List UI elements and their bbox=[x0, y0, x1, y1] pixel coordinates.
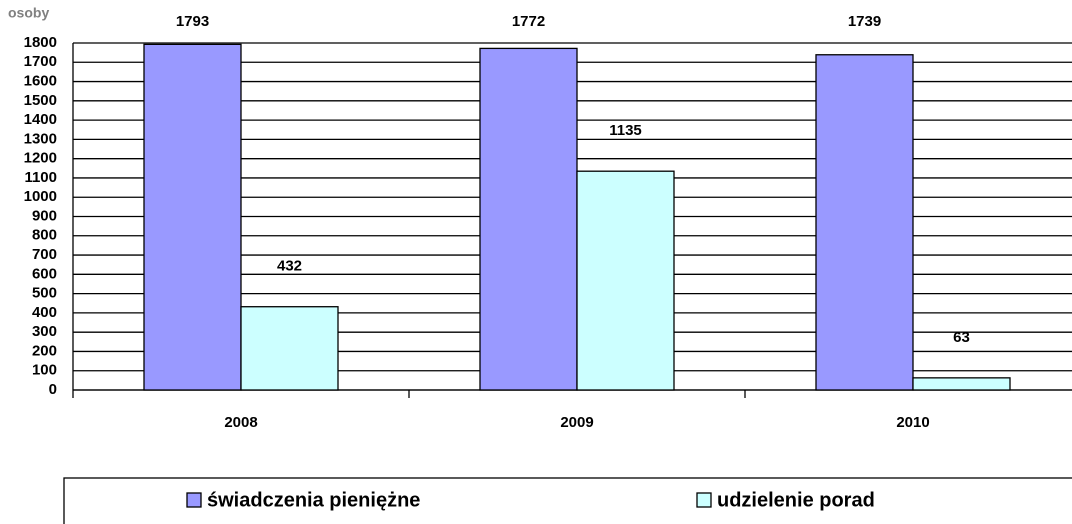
legend-label: świadczenia pieniężne bbox=[207, 489, 420, 511]
legend-swatch bbox=[696, 492, 712, 508]
bar bbox=[240, 306, 339, 391]
x-tick-label: 2009 bbox=[560, 414, 593, 431]
y-tick-label: 600 bbox=[32, 265, 57, 282]
bar bbox=[143, 43, 242, 391]
legend-label: udzielenie porad bbox=[717, 489, 875, 511]
value-label: 1793 bbox=[176, 13, 209, 30]
value-label: 1739 bbox=[848, 13, 881, 30]
y-tick-label: 1400 bbox=[24, 111, 57, 128]
bar bbox=[479, 47, 578, 391]
y-tick-label: 1600 bbox=[24, 73, 57, 90]
y-tick-label: 1800 bbox=[24, 34, 57, 51]
y-tick-label: 1000 bbox=[24, 188, 57, 205]
y-tick-label: 200 bbox=[32, 342, 57, 359]
value-label: 432 bbox=[277, 258, 302, 275]
bar bbox=[576, 170, 675, 391]
y-tick-label: 500 bbox=[32, 285, 57, 302]
legend-box bbox=[63, 477, 1072, 524]
y-tick-label: 1500 bbox=[24, 92, 57, 109]
y-tick-label: 1300 bbox=[24, 130, 57, 147]
y-tick-label: 700 bbox=[32, 246, 57, 263]
x-tick-label: 2008 bbox=[224, 414, 257, 431]
y-tick-label: 800 bbox=[32, 227, 57, 244]
x-tick-label: 2010 bbox=[896, 414, 929, 431]
value-label: 63 bbox=[953, 329, 970, 346]
y-tick-label: 900 bbox=[32, 207, 57, 224]
y-tick-label: 100 bbox=[32, 362, 57, 379]
bar bbox=[912, 377, 1011, 391]
y-tick-label: 300 bbox=[32, 323, 57, 340]
value-label: 1772 bbox=[512, 13, 545, 30]
legend-swatch bbox=[186, 492, 202, 508]
y-axis-label: osoby bbox=[8, 5, 49, 21]
value-label: 1135 bbox=[609, 122, 642, 139]
y-tick-label: 400 bbox=[32, 304, 57, 321]
y-tick-label: 0 bbox=[49, 381, 57, 398]
y-tick-label: 1200 bbox=[24, 150, 57, 167]
y-tick-label: 1700 bbox=[24, 53, 57, 70]
bar bbox=[815, 54, 914, 391]
y-tick-label: 1100 bbox=[24, 169, 57, 186]
